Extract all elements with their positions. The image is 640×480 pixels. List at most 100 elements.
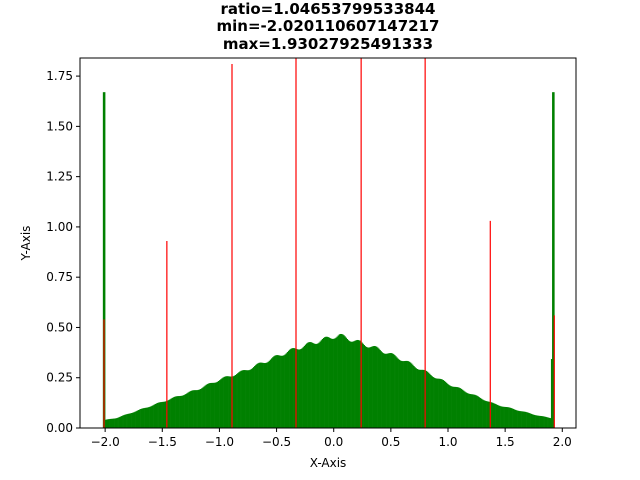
histogram-bar <box>405 360 407 428</box>
histogram-bar <box>318 342 320 428</box>
histogram-bar <box>431 376 433 428</box>
histogram-bar <box>388 353 390 428</box>
x-axis-label: X-Axis <box>310 456 347 470</box>
histogram-bar <box>356 339 359 428</box>
histogram-bar <box>114 418 116 428</box>
histogram-bar <box>271 358 273 428</box>
histogram-bar <box>480 398 483 428</box>
histogram-bar <box>269 359 272 428</box>
histogram-bar <box>258 362 261 428</box>
histogram-bar <box>168 399 170 428</box>
histogram-bar <box>273 356 275 428</box>
histogram-bar <box>319 341 321 428</box>
histogram-bar <box>408 361 411 428</box>
histogram-bar <box>119 416 122 428</box>
histogram-bar <box>226 376 229 428</box>
histogram-bar <box>343 335 345 428</box>
histogram-bar <box>228 376 230 428</box>
histogram-bar <box>188 391 191 428</box>
histogram-bar <box>155 403 158 428</box>
histogram-bar <box>213 382 215 428</box>
histogram-bar <box>138 409 141 428</box>
histogram-bar <box>180 395 183 428</box>
histogram-bar <box>438 378 440 428</box>
histogram-bar <box>146 407 149 428</box>
histogram-bar <box>460 388 463 428</box>
histogram-bar <box>502 406 504 428</box>
histogram-bar <box>528 412 530 428</box>
histogram-bar <box>359 340 361 428</box>
histogram-bar <box>371 346 373 428</box>
histogram-bar <box>256 363 258 428</box>
histogram-bar <box>225 376 228 428</box>
histogram-bar <box>153 404 156 428</box>
histogram-bar <box>210 382 212 428</box>
histogram-bar <box>509 407 511 428</box>
x-tick-label: 0.5 <box>381 435 400 449</box>
histogram-bar <box>144 407 147 428</box>
histogram-bar <box>379 349 381 428</box>
histogram-bar <box>266 362 268 428</box>
histogram-bar <box>133 412 135 428</box>
y-tick-label: 1.50 <box>46 119 73 133</box>
histogram-bar <box>221 378 223 428</box>
histogram-bar <box>172 397 175 428</box>
histogram-bar <box>447 383 449 428</box>
histogram-bar <box>245 370 247 428</box>
histogram-bar <box>467 393 469 428</box>
plot-area <box>102 58 555 428</box>
histogram-bar <box>324 337 326 428</box>
histogram-bar <box>211 382 213 428</box>
histogram-bar <box>251 368 254 428</box>
histogram-bar <box>302 347 305 428</box>
histogram-bar <box>395 356 397 428</box>
histogram-bar <box>308 342 310 428</box>
histogram-bar <box>326 336 328 428</box>
histogram-bar <box>474 394 476 428</box>
histogram-bar <box>417 369 420 428</box>
histogram-bar <box>548 417 551 428</box>
histogram-bar <box>215 382 218 428</box>
histogram-bar <box>450 386 452 428</box>
histogram-bar <box>252 367 255 428</box>
histogram-bar <box>145 407 148 428</box>
histogram-bar <box>522 411 525 428</box>
histogram-bar <box>132 412 134 428</box>
histogram-bar <box>143 408 145 428</box>
histogram-bar <box>414 367 416 428</box>
histogram-bar <box>532 414 535 428</box>
histogram-bar <box>518 410 520 428</box>
histogram-bar <box>224 376 227 428</box>
histogram-bar <box>265 362 267 428</box>
histogram-bar <box>505 407 508 428</box>
histogram-bar <box>476 395 478 428</box>
histogram-bar <box>465 392 467 428</box>
histogram-bar <box>176 396 178 428</box>
histogram-bar <box>353 341 355 428</box>
histogram-bar <box>140 409 142 428</box>
histogram-bar <box>495 404 498 428</box>
histogram-bar <box>125 414 127 428</box>
histogram-bar <box>320 340 323 428</box>
histogram-bar <box>186 393 188 428</box>
histogram-bar <box>433 377 435 428</box>
histogram-bar <box>203 386 205 428</box>
histogram-bar <box>331 338 334 428</box>
histogram-bar <box>184 394 186 428</box>
histogram-bar <box>222 377 224 428</box>
histogram-bar <box>141 408 143 428</box>
histogram-bar <box>497 405 500 428</box>
histogram-bar <box>445 382 448 428</box>
histogram-bar <box>312 343 315 428</box>
histogram-bar <box>464 391 466 428</box>
histogram-bar <box>292 348 294 428</box>
histogram-bar <box>348 341 351 428</box>
histogram-bar <box>425 370 428 428</box>
histogram-bar <box>259 362 262 428</box>
histogram-bar <box>363 345 365 428</box>
histogram-bar <box>232 376 235 428</box>
histogram-bar <box>366 347 369 428</box>
histogram-bar <box>240 370 242 428</box>
histogram-bar <box>159 402 161 428</box>
histogram-bar <box>190 390 193 428</box>
